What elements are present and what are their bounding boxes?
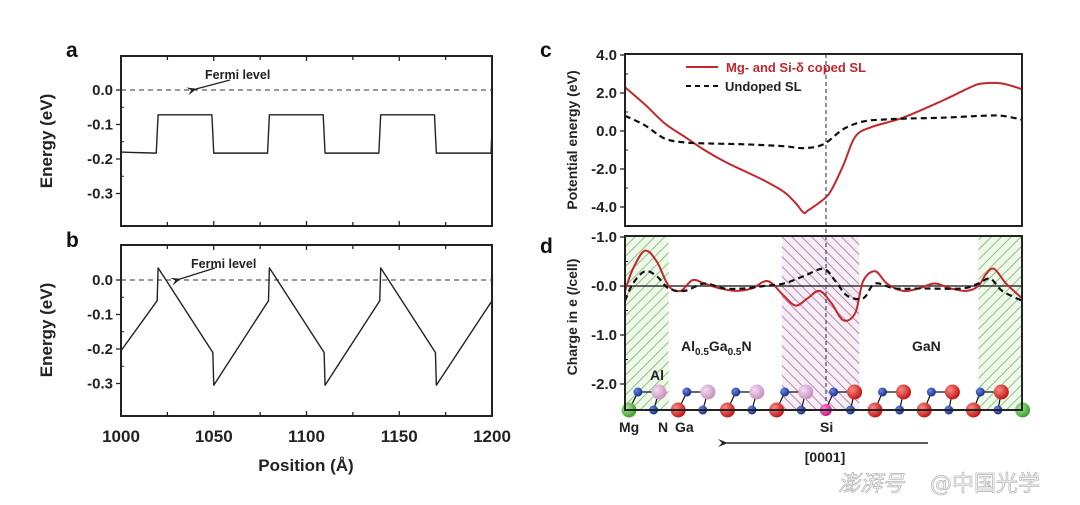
atom-n bbox=[926, 387, 936, 397]
y-tick-label: -0.1 bbox=[87, 307, 113, 324]
atom-al bbox=[700, 384, 716, 400]
atom-n bbox=[780, 387, 790, 397]
panel-label-b: b bbox=[66, 229, 79, 252]
atom-label-al: Al bbox=[650, 367, 664, 383]
panel-b-frame bbox=[120, 244, 493, 417]
panel-a-series bbox=[120, 114, 493, 154]
direction-label: [0001] bbox=[805, 449, 845, 465]
y-tick-label: 0.0 bbox=[596, 123, 617, 140]
panel-c-yticks: 4.0 2.0 0.0 -2.0 -4.0 bbox=[591, 47, 628, 216]
y-tick-label: 2.0 bbox=[596, 85, 617, 102]
panel-d-shaded-regions bbox=[625, 236, 1022, 410]
x-tick-label: 1050 bbox=[195, 427, 233, 446]
y-tick-label: 0.0 bbox=[92, 272, 113, 289]
fermi-arrow-b bbox=[170, 267, 216, 286]
panel-c-frame bbox=[624, 53, 1023, 227]
y-tick-label: -4.0 bbox=[591, 199, 617, 216]
series-line-profile bbox=[120, 267, 493, 386]
x-tick-label: 1100 bbox=[288, 427, 325, 446]
x-tick-label: 1200 bbox=[473, 427, 511, 446]
series-line-undoped bbox=[623, 267, 1023, 302]
panel-label-a: a bbox=[66, 39, 78, 62]
legend: Mg- and Si-δ coped SL Undoped SL bbox=[686, 60, 866, 94]
panel-label-d: d bbox=[540, 235, 553, 258]
fermi-level-label-b: Fermi level bbox=[191, 257, 256, 271]
panel-d: d -1.0 -0.0 -1.0 -2.0 Charge in e (/cell) A… bbox=[540, 229, 1031, 465]
panel-c-series bbox=[624, 81, 1023, 215]
atom-al bbox=[749, 384, 765, 400]
series-line-doped bbox=[624, 81, 1023, 215]
algan-ga: Ga bbox=[709, 338, 728, 354]
atom-al bbox=[798, 384, 814, 400]
region-label-algan: Al0.5Ga0.5N bbox=[681, 338, 752, 358]
atom-label-si: Si bbox=[820, 419, 833, 435]
atom-label-ga: Ga bbox=[675, 419, 694, 435]
atom-n bbox=[975, 387, 985, 397]
panel-b-series bbox=[120, 267, 493, 386]
panel-b-ylabel: Energy (eV) bbox=[37, 283, 56, 377]
panel-d-reference-lines bbox=[625, 236, 1022, 405]
panel-a: a 0.0 -0.1 -0.2 -0.3 Energy (eV) Fermi leve… bbox=[37, 39, 493, 227]
fermi-level-label-a: Fermi level bbox=[205, 68, 270, 82]
series-line-profile bbox=[120, 114, 493, 154]
atom-label-mg: Mg bbox=[619, 419, 639, 435]
shaded-region-2 bbox=[978, 236, 1022, 410]
y-tick-label: 0.0 bbox=[92, 82, 113, 99]
x-tick-label: 1000 bbox=[102, 427, 140, 446]
region-label-gan: GaN bbox=[912, 338, 941, 354]
watermark-author: @中国光学 bbox=[930, 472, 1040, 497]
atom-n bbox=[682, 387, 692, 397]
atom-ga bbox=[993, 384, 1009, 400]
panel-label-c: c bbox=[540, 39, 552, 62]
y-tick-label: -0.3 bbox=[87, 186, 113, 203]
y-tick-label: -2.0 bbox=[591, 376, 617, 393]
atom-ga bbox=[896, 384, 911, 400]
y-tick-label: -0.2 bbox=[87, 341, 113, 358]
panel-d-series bbox=[623, 249, 1023, 322]
y-tick-label: -0.2 bbox=[87, 151, 113, 168]
watermark-source: 澎湃号 bbox=[838, 472, 905, 497]
legend-label-undoped: Undoped SL bbox=[725, 79, 802, 94]
panel-b: b 0.0 -0.1 -0.2 -0.3 1000 1050 1100 1150 1200 E… bbox=[37, 229, 511, 475]
panel-d-frame bbox=[624, 235, 1023, 411]
panel-a-ylabel: Energy (eV) bbox=[37, 94, 56, 188]
atom-n bbox=[878, 387, 887, 397]
watermark: 澎湃号 @中国光学 bbox=[838, 472, 1041, 498]
atom-n bbox=[731, 387, 741, 397]
panel-c-ylabel: Potential energy (eV) bbox=[564, 70, 580, 209]
atom-n bbox=[829, 387, 839, 397]
algan-sub1: 0.5 bbox=[695, 347, 709, 358]
algan-al: Al bbox=[681, 338, 695, 354]
algan-n: N bbox=[742, 338, 752, 354]
series-line-undoped bbox=[624, 114, 1023, 150]
x-tick-label: 1150 bbox=[381, 427, 418, 446]
atom-n bbox=[633, 387, 643, 397]
y-tick-label: -2.0 bbox=[591, 161, 617, 178]
y-tick-label: -1.0 bbox=[591, 327, 617, 344]
y-tick-label: -0.3 bbox=[87, 376, 113, 393]
panel-d-yticks: -1.0 -0.0 -1.0 -2.0 bbox=[591, 229, 628, 393]
panel-b-xticks: 1000 1050 1100 1150 1200 bbox=[102, 245, 511, 446]
y-tick-label: -0.0 bbox=[591, 278, 617, 295]
atom-label-n: N bbox=[658, 419, 668, 435]
algan-sub2: 0.5 bbox=[728, 347, 742, 358]
legend-label-doped: Mg- and Si-δ coped SL bbox=[726, 60, 866, 75]
atom-ga bbox=[847, 384, 863, 400]
y-tick-label: 4.0 bbox=[596, 47, 617, 64]
atom-al bbox=[651, 384, 667, 400]
shaded-region-1 bbox=[781, 236, 860, 410]
panel-c: c 4.0 2.0 0.0 -2.0 -4.0 Potential energy (eV… bbox=[540, 39, 1023, 236]
panel-b-xlabel: Position (Å) bbox=[258, 456, 353, 475]
panel-a-yticks: 0.0 -0.1 -0.2 -0.3 bbox=[87, 82, 124, 203]
atom-ga bbox=[944, 384, 960, 400]
fermi-arrow-a bbox=[186, 79, 231, 96]
y-tick-label: -0.1 bbox=[87, 117, 113, 134]
y-tick-label: -1.0 bbox=[591, 229, 617, 246]
shaded-region-0 bbox=[625, 236, 669, 410]
panel-d-ylabel: Charge in e (/cell) bbox=[564, 259, 580, 376]
panel-b-yticks: 0.0 -0.1 -0.2 -0.3 bbox=[87, 272, 124, 393]
panel-a-xticks bbox=[120, 56, 493, 226]
